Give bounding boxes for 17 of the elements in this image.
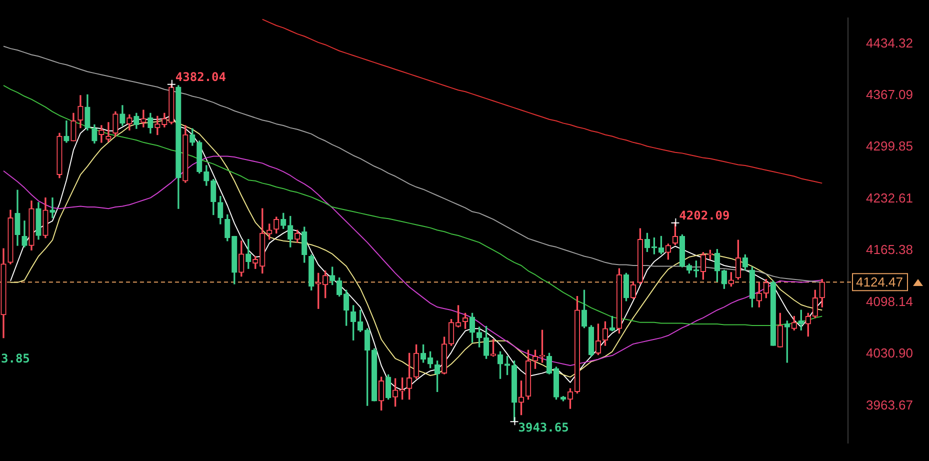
candlestick (106, 122, 112, 142)
y-tick-label: 4030.90 (866, 346, 913, 361)
annotation: 3.85 (1, 351, 30, 366)
annotation: 4382.04 (175, 70, 226, 84)
annotation: 4202.09 (679, 208, 730, 222)
y-tick-label: 3963.67 (866, 397, 913, 412)
y-tick-label: 4299.85 (866, 138, 913, 154)
y-tick-label: 4367.09 (866, 87, 913, 102)
candlestick (64, 120, 70, 143)
candlestick (154, 116, 160, 136)
candlestick (50, 197, 56, 218)
y-tick-label: 4434.32 (866, 35, 913, 50)
y-tick-label: 4232.61 (866, 190, 913, 206)
annotation: 3943.65 (518, 420, 569, 434)
y-tick-label: 4098.14 (866, 294, 913, 309)
ref-line-label: 4124.47 (856, 274, 903, 290)
y-tick-label: 4165.38 (866, 242, 913, 258)
